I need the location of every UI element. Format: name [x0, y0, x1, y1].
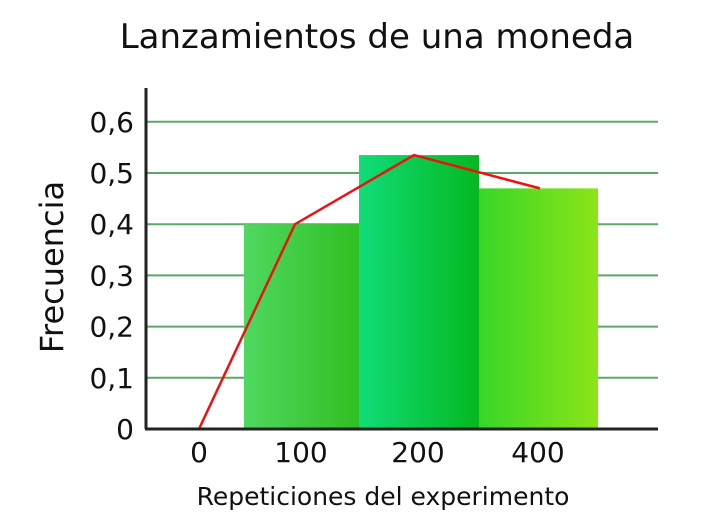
y-tick-label: 0,6 — [89, 106, 134, 139]
y-tick-label: 0,2 — [89, 311, 134, 344]
y-tick-label: 0,4 — [89, 208, 134, 241]
frequency-polyline — [197, 153, 541, 430]
bar-200 — [359, 155, 479, 429]
y-tick-label: 0,3 — [89, 259, 134, 292]
bar-100 — [244, 224, 359, 429]
x-tick-label: 400 — [511, 436, 564, 469]
x-tick-label: 200 — [391, 436, 444, 469]
x-axis-label: Repeticiones del experimento — [197, 482, 570, 511]
chart-title: Lanzamientos de una moneda — [120, 17, 635, 57]
frequency-line — [197, 153, 541, 430]
y-tick-labels: 0 0,1 0,2 0,3 0,4 0,5 0,6 — [89, 106, 134, 446]
y-tick-label: 0,5 — [89, 157, 134, 190]
x-tick-labels: 0 100 200 400 — [190, 436, 565, 469]
axes — [144, 88, 658, 431]
bar-400 — [479, 188, 598, 429]
bars — [244, 155, 598, 429]
x-tick-label: 100 — [274, 436, 327, 469]
y-tick-label: 0,1 — [89, 362, 134, 395]
x-tick-label: 0 — [190, 436, 208, 469]
y-tick-label: 0 — [116, 413, 134, 446]
y-axis-label: Frecuencia — [33, 181, 71, 353]
